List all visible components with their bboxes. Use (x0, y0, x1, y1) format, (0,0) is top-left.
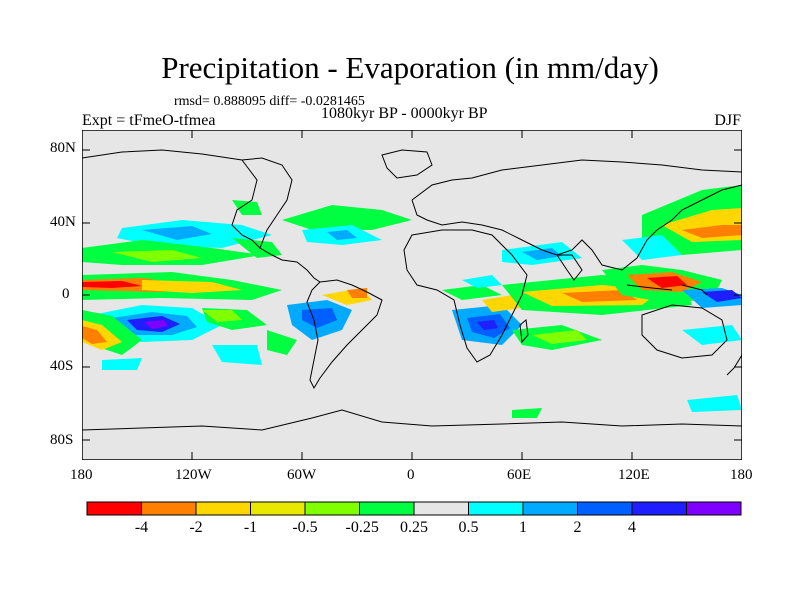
colorbar-box (359, 501, 415, 516)
lat-label-40n: 40N (50, 214, 76, 230)
colorbar-label: 2 (573, 519, 582, 536)
colorbar-box (686, 501, 742, 516)
colorbar-box (304, 501, 360, 516)
colorbar-box (577, 501, 633, 516)
colorbar-box (86, 501, 142, 516)
period-text: 1080kyr BP - 0000kyr BP (321, 105, 488, 122)
colorbar-label: 4 (628, 519, 636, 536)
colorbar-box (468, 501, 524, 516)
colorbar-box (522, 501, 578, 516)
lat-label-80n: 80N (50, 140, 76, 156)
colorbar-label: -1 (243, 519, 258, 536)
map-title: Precipitation - Evaporation (in mm/day) (161, 50, 659, 85)
colorbar-box (413, 501, 469, 516)
coastlines (82, 149, 742, 431)
colorbar-box (250, 501, 306, 516)
colorbar-label: -0.25 (345, 519, 379, 536)
colorbar-label: -2 (189, 519, 203, 536)
lat-label-0: 0 (62, 286, 70, 302)
experiment-label: Expt = tFmeO-tfmea (82, 112, 216, 129)
world-map (82, 130, 742, 460)
colorbar (86, 501, 742, 516)
lon-label-180e: 180 (730, 467, 753, 483)
colorbar-box (195, 501, 251, 516)
lat-label-40s: 40S (50, 358, 74, 374)
lon-label-0: 0 (407, 467, 415, 483)
colorbar-box (141, 501, 197, 516)
lon-label-120w: 120W (175, 467, 212, 483)
colorbar-box (631, 501, 687, 516)
lon-label-60e: 60E (507, 467, 532, 483)
pacific-band-yellow (142, 280, 242, 293)
lon-label-60w: 60W (287, 467, 317, 483)
lat-label-80s: 80S (50, 432, 74, 448)
colorbar-label: 0.5 (458, 519, 479, 536)
colorbar-label: 0.25 (400, 519, 428, 536)
lon-label-120e: 120E (618, 467, 650, 483)
pacific-band-red (82, 281, 142, 288)
atlantic-positive (282, 205, 412, 230)
colorbar-label: -4 (134, 519, 149, 536)
stats-text: rmsd= 0.888095 diff= -0.0281465 (174, 94, 365, 109)
axis-ticks (82, 130, 742, 460)
lon-label-180w: 180 (70, 467, 93, 483)
anomaly-fields (82, 185, 742, 418)
season-label: DJF (714, 112, 741, 129)
colorbar-label: -0.5 (292, 519, 318, 536)
colorbar-label: 1 (519, 519, 527, 536)
